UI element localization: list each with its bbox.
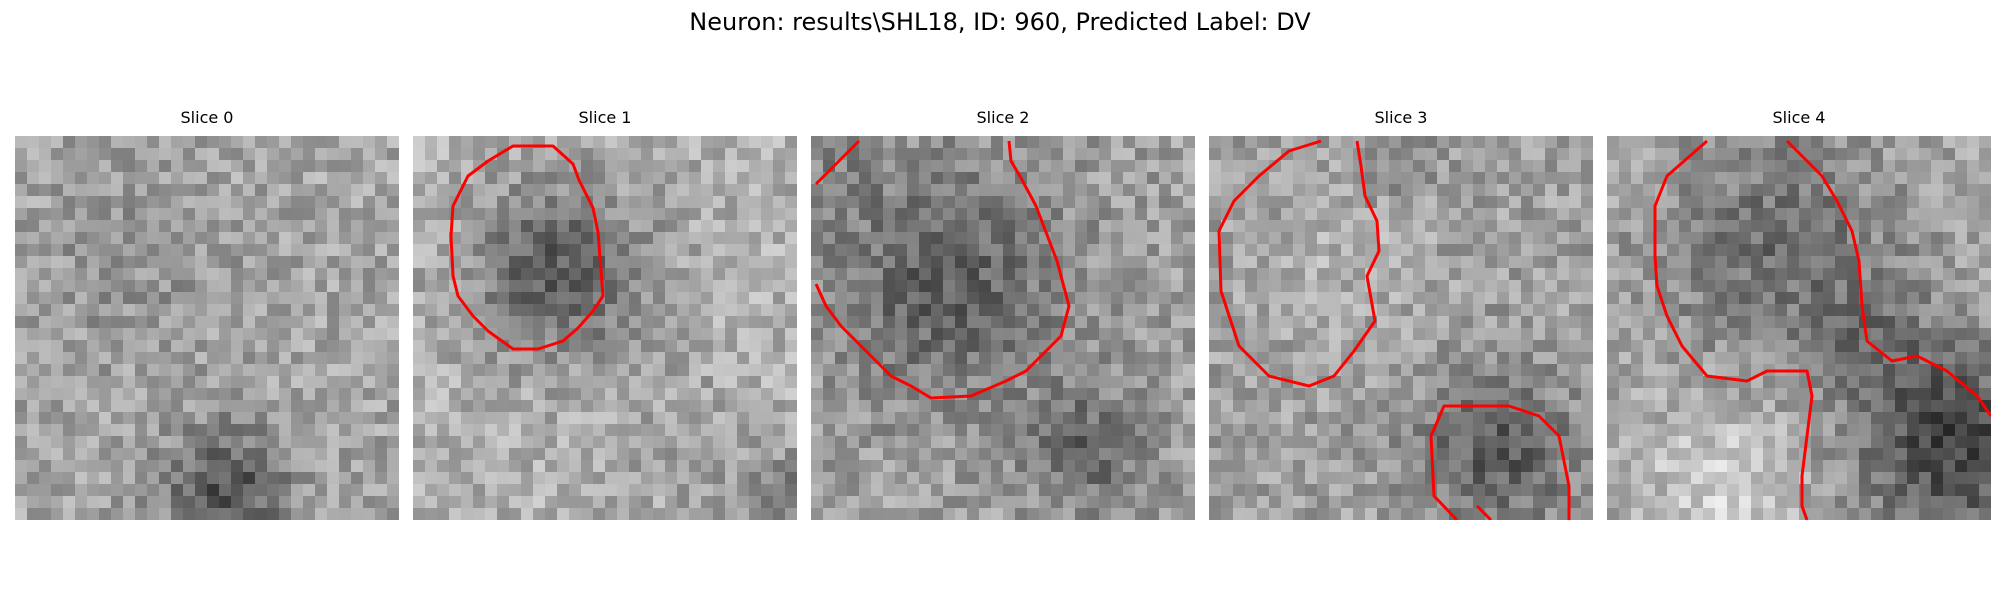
slice-panel-4: Slice 4 xyxy=(1607,108,1991,520)
slice-image xyxy=(15,136,399,520)
slice-3-pixels xyxy=(1209,136,1593,520)
contour-line-0 xyxy=(1217,139,1381,388)
slice-panel-1: Slice 1 xyxy=(413,108,797,520)
slice-image xyxy=(1607,136,1991,520)
slice-panel-2: Slice 2 xyxy=(811,108,1195,520)
contour-line-1 xyxy=(1429,404,1571,520)
slice-title: Slice 0 xyxy=(180,108,234,127)
slice-image xyxy=(811,136,1195,520)
slice-panel-0: Slice 0 xyxy=(15,108,399,520)
figure-title: Neuron: results\SHL18, ID: 960, Predicte… xyxy=(689,8,1311,36)
slice-4-pixels xyxy=(1607,136,1991,520)
slice-0-pixels xyxy=(15,136,399,520)
slice-panel-3: Slice 3 xyxy=(1209,108,1593,520)
slice-image xyxy=(413,136,797,520)
contour-line-1 xyxy=(1785,139,1991,417)
slice-image xyxy=(1209,136,1593,520)
slice-2-pixels xyxy=(811,136,1195,520)
contour-line-1 xyxy=(814,140,1071,400)
slice-1-pixels xyxy=(413,136,797,520)
slice-title: Slice 2 xyxy=(976,108,1030,127)
slice-title: Slice 4 xyxy=(1772,108,1826,127)
slice-title: Slice 1 xyxy=(578,108,632,127)
contour-line-2 xyxy=(1475,504,1493,520)
contour-line-0 xyxy=(1653,139,1814,520)
contour-line-0 xyxy=(449,144,605,351)
contour-line-0 xyxy=(814,139,861,186)
slice-title: Slice 3 xyxy=(1374,108,1428,127)
